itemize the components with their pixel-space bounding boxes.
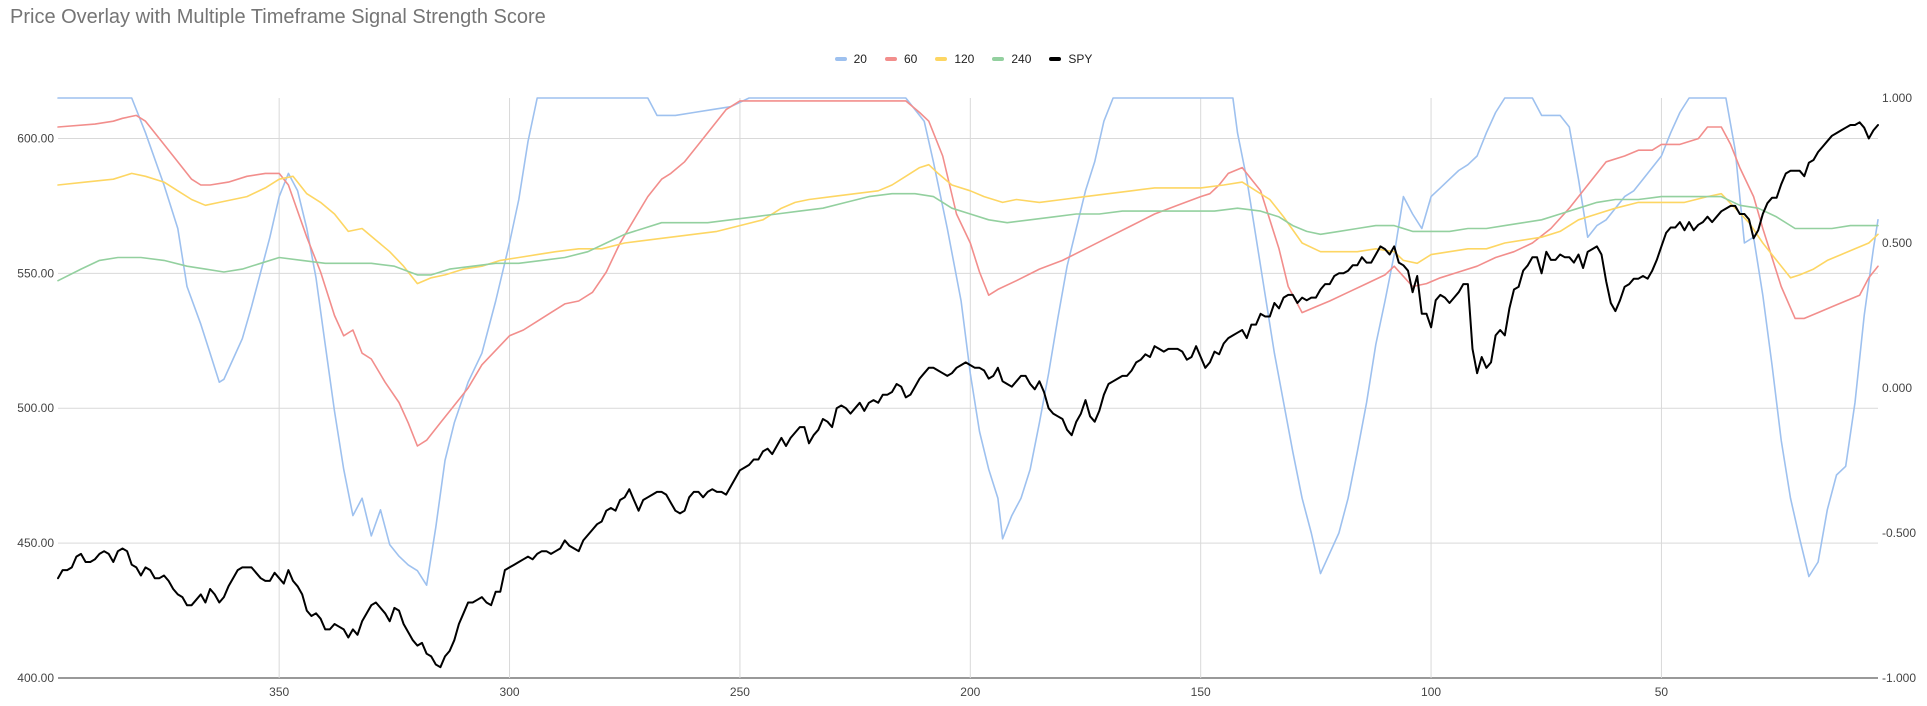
legend-item-120: 120 — [935, 52, 974, 66]
series-line-20 — [57, 97, 1879, 586]
legend-swatch — [935, 57, 948, 61]
x-tick-label: 150 — [1191, 685, 1211, 699]
y-tick-label: 450.00 — [17, 536, 54, 550]
legend-label: 20 — [853, 52, 867, 66]
legend-swatch — [1049, 57, 1062, 61]
legend-item-60: 60 — [884, 52, 918, 66]
y2-tick-label: 0.000 — [1882, 381, 1912, 395]
legend-swatch — [884, 57, 897, 61]
legend: 20 60 120 240 SPY — [0, 52, 1927, 66]
y2-tick-label: 1.000 — [1882, 91, 1912, 105]
y2-tick-label: -0.500 — [1882, 526, 1916, 540]
legend-swatch — [834, 57, 847, 61]
y-tick-label: 400.00 — [17, 671, 54, 685]
y-tick-label: 550.00 — [17, 266, 54, 280]
x-tick-label: 300 — [500, 685, 520, 699]
y-tick-label: 500.00 — [17, 401, 54, 415]
series-line-60 — [57, 100, 1879, 447]
y2-tick-label: 0.500 — [1882, 236, 1912, 250]
series-line-240 — [57, 192, 1879, 282]
legend-label: 120 — [954, 52, 975, 66]
x-tick-label: 200 — [960, 685, 980, 699]
axes: 400.00 450.00 500.00 550.00 600.00 -1.000 -0.5… — [17, 91, 1916, 699]
legend-item-spy: SPY — [1049, 52, 1092, 66]
chart-title: Price Overlay with Multiple Timeframe Si… — [10, 6, 546, 28]
gridlines — [58, 98, 1878, 679]
legend-swatch — [992, 57, 1005, 61]
series-line-spy — [57, 121, 1879, 669]
x-tick-label: 100 — [1421, 685, 1441, 699]
x-tick-label: 50 — [1655, 685, 1669, 699]
series-line-120 — [57, 163, 1879, 285]
legend-label: SPY — [1068, 52, 1093, 66]
series-lines — [57, 97, 1879, 669]
x-tick-label: 250 — [730, 685, 750, 699]
legend-label: 240 — [1011, 52, 1032, 66]
legend-item-240: 240 — [992, 52, 1031, 66]
y-tick-label: 600.00 — [17, 131, 54, 145]
legend-item-20: 20 — [834, 52, 867, 66]
x-tick-label: 350 — [269, 685, 289, 699]
legend-label: 60 — [903, 52, 918, 66]
y2-tick-label: -1.000 — [1882, 671, 1916, 685]
